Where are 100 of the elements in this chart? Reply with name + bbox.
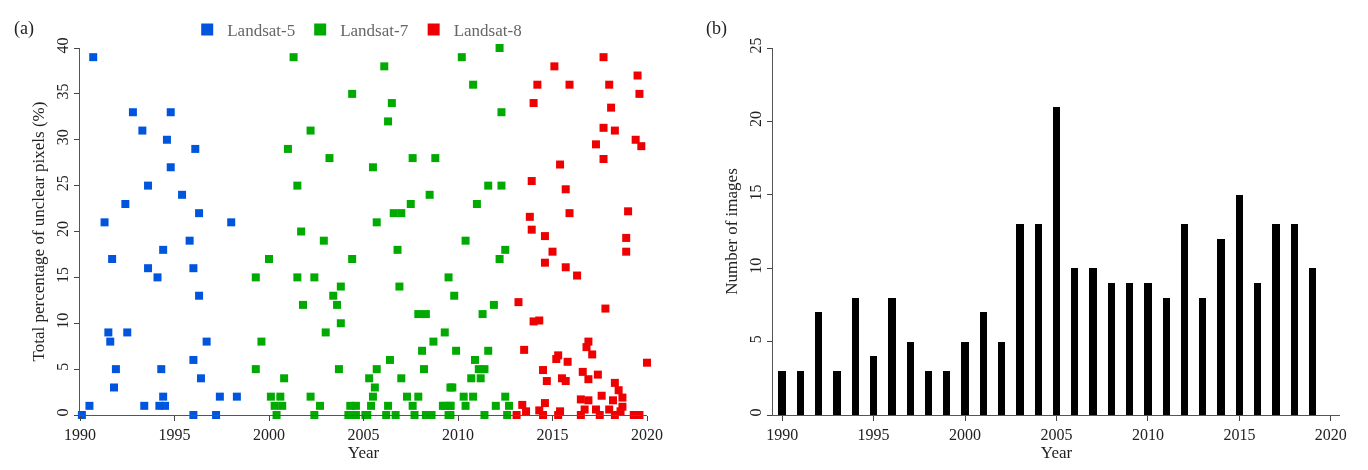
point xyxy=(100,218,109,227)
bar xyxy=(1309,268,1316,415)
y-tick-label: 35 xyxy=(53,83,71,100)
point xyxy=(144,264,153,273)
point xyxy=(189,355,198,364)
bar xyxy=(925,371,932,415)
point xyxy=(202,337,211,346)
bar xyxy=(1126,283,1133,415)
y-tick-label: 5 xyxy=(746,335,764,344)
y-tick-label: 40 xyxy=(53,37,71,54)
bar xyxy=(1236,195,1243,415)
bar xyxy=(833,371,841,415)
point xyxy=(108,255,117,264)
bar xyxy=(1108,283,1115,415)
y-tick-label: 20 xyxy=(746,111,764,127)
point xyxy=(232,392,241,401)
legend-label: Landsat-5 xyxy=(227,21,296,41)
bar xyxy=(1254,283,1261,415)
x-tick-label: 2010 xyxy=(1131,426,1164,444)
point xyxy=(191,144,200,153)
bar xyxy=(1144,283,1152,415)
bar xyxy=(1291,224,1298,415)
x-tick-label: 2020 xyxy=(1314,426,1347,444)
x-tick-label: 1995 xyxy=(857,426,890,444)
point xyxy=(166,163,175,172)
point xyxy=(185,236,194,245)
bar xyxy=(998,342,1005,415)
bar xyxy=(1163,298,1170,415)
point xyxy=(128,108,137,117)
x-tick-label: 2000 xyxy=(253,426,285,444)
x-tick-label: 2020 xyxy=(631,426,663,444)
bar xyxy=(1199,298,1206,415)
point xyxy=(195,291,204,300)
y-tick-label: 25 xyxy=(53,175,71,192)
point xyxy=(227,218,236,227)
point xyxy=(178,190,187,199)
point xyxy=(111,365,120,374)
legend-label: Landsat-8 xyxy=(453,21,522,41)
bar xyxy=(815,312,822,415)
y-axis-title: Number of images xyxy=(722,168,742,295)
bar xyxy=(1217,239,1225,415)
bar xyxy=(943,371,950,415)
x-tick-label: 2015 xyxy=(1223,426,1256,444)
y-tick-label: 15 xyxy=(746,184,764,201)
point xyxy=(138,126,147,135)
point xyxy=(110,383,119,392)
bar xyxy=(961,342,969,415)
bar xyxy=(888,298,896,415)
bar xyxy=(870,356,877,415)
bar xyxy=(1053,107,1060,415)
point xyxy=(196,374,205,383)
x-tick-label: 2000 xyxy=(949,426,982,444)
x-tick-label: 1990 xyxy=(64,426,96,444)
point xyxy=(215,392,224,401)
point xyxy=(106,337,115,346)
point xyxy=(153,273,162,282)
x-tick-label: 1990 xyxy=(766,426,799,444)
x-tick-label: 2015 xyxy=(536,426,569,444)
text: (a) xyxy=(14,18,34,39)
bar xyxy=(1016,224,1024,415)
x-tick-label: 1995 xyxy=(158,426,191,444)
text: (b) xyxy=(706,18,727,39)
point xyxy=(195,209,204,218)
bar xyxy=(852,298,859,415)
bar xyxy=(797,371,804,415)
point xyxy=(140,401,149,410)
point xyxy=(123,328,132,337)
point xyxy=(89,53,98,62)
bar xyxy=(1035,224,1042,415)
y-tick-label: 30 xyxy=(53,129,71,146)
y-tick-label: 0 xyxy=(746,408,764,417)
point xyxy=(189,264,198,273)
point xyxy=(144,181,153,190)
y-tick-label: 5 xyxy=(53,362,71,371)
y-tick-label: 20 xyxy=(53,221,71,238)
x-axis-title: Year xyxy=(347,443,380,463)
point xyxy=(85,401,94,410)
point xyxy=(157,365,166,374)
x-tick-label: 2005 xyxy=(347,426,380,444)
bar xyxy=(980,312,987,415)
bar xyxy=(778,371,786,415)
y-tick-label: 15 xyxy=(53,266,71,283)
y-tick-label: 0 xyxy=(53,408,71,417)
point xyxy=(162,135,171,144)
bar xyxy=(1089,268,1097,415)
y-tick-label: 10 xyxy=(746,257,764,274)
y-tick-label: 10 xyxy=(53,312,71,329)
legend-label: Landsat-7 xyxy=(340,21,409,41)
bar xyxy=(1181,224,1188,415)
y-axis-title: Total percentage of unclear pixels (%) xyxy=(29,101,49,362)
x-axis-title: Year xyxy=(1040,443,1073,463)
point xyxy=(159,245,168,254)
x-tick-label: 2005 xyxy=(1040,426,1073,444)
point xyxy=(161,401,170,410)
point xyxy=(104,328,113,337)
y-tick-label: 25 xyxy=(746,37,764,54)
point xyxy=(166,108,175,117)
bar xyxy=(907,342,914,415)
x-tick-label: 2010 xyxy=(442,426,474,444)
bar xyxy=(1071,268,1078,415)
